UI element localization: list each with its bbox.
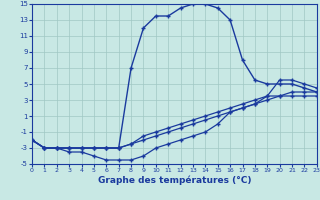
X-axis label: Graphe des températures (°C): Graphe des températures (°C) [98, 176, 251, 185]
